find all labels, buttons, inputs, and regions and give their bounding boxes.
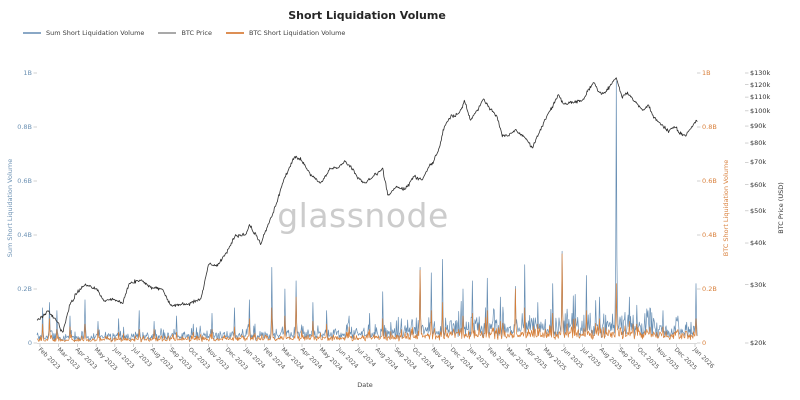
y-tick-label-right-price: $40k xyxy=(750,239,767,248)
y-tick-label-right-price: $50k xyxy=(750,206,767,215)
legend-item-btc-price: BTC Price xyxy=(158,30,212,37)
y-tick-label-right-volume: 1B xyxy=(702,69,711,77)
legend-item-btc-short-liquidation: BTC Short Liquidation Volume xyxy=(225,29,346,37)
y-tick-label-left: 0.4B xyxy=(17,231,32,239)
y-tick-label-right-volume: 0.4B xyxy=(702,231,717,239)
y-tick-label-right-price: $100k xyxy=(750,106,771,115)
chart-title: Short Liquidation Volume xyxy=(288,9,446,22)
y-tick-label-right-volume: 0 xyxy=(702,339,707,347)
y-tick-label-right-volume: 0.8B xyxy=(702,123,717,131)
y-tick-label-right-price: $110k xyxy=(750,93,771,102)
legend-label: BTC Short Liquidation Volume xyxy=(248,29,346,37)
legend-swatch-blue-line-icon xyxy=(23,32,41,35)
y-tick-label-left: 0.6B xyxy=(17,177,32,185)
series-line-sum-short-liquidation xyxy=(36,80,698,342)
y-tick-label-right-price: $70k xyxy=(750,158,767,167)
y-tick-label-left: 1B xyxy=(23,69,32,77)
y-tick-label-right-price: $80k xyxy=(750,139,767,148)
y-tick-label-right-price: $120k xyxy=(750,80,771,89)
legend-swatch-gray-line-icon xyxy=(158,32,177,35)
series-line-btc-price xyxy=(36,77,698,333)
y-tick-label-right-price: $20k xyxy=(750,339,767,347)
y-axis-title-right-volume: BTC Short Liquidation Volume xyxy=(721,159,730,257)
legend-label: Sum Short Liquidation Volume xyxy=(46,29,145,37)
legend: Sum Short Liquidation Volume BTC Price B… xyxy=(23,30,345,37)
y-tick-label-left: 0.8B xyxy=(17,123,32,131)
legend-item-sum-short-liquidation: Sum Short Liquidation Volume xyxy=(23,30,144,37)
y-tick-label-left: 0 xyxy=(27,339,32,347)
watermark-glassnode: glassnode xyxy=(277,196,449,235)
y-tick-label-right-price: $30k xyxy=(750,280,767,289)
y-tick-label-right-price: $130k xyxy=(750,69,771,77)
legend-label: BTC Price xyxy=(181,29,212,37)
y-tick-label-right-volume: 0.2B xyxy=(702,285,717,293)
legend-swatch-orange-line-icon xyxy=(225,32,244,35)
x-axis-title: Date xyxy=(357,381,373,389)
y-axis-title-right-price: BTC Price (USD) xyxy=(776,182,785,234)
y-axis-title-left: Sum Short Liquidation Volume xyxy=(5,158,14,258)
series-line-btc-short-liquidation xyxy=(36,253,698,343)
y-tick-label-right-price: $90k xyxy=(750,122,767,131)
y-tick-label-right-price: $60k xyxy=(750,180,767,189)
y-tick-label-right-volume: 0.6B xyxy=(702,177,717,185)
y-tick-label-left: 0.2B xyxy=(17,285,32,293)
